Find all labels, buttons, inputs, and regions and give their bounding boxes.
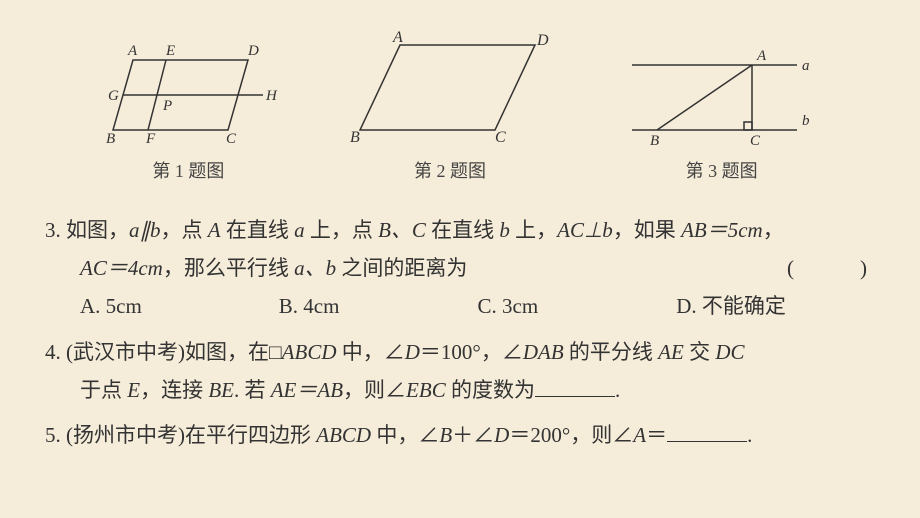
figures-row: A E D G P H B F C 第 1 题图 A D B C 第 2 题图 (45, 30, 875, 187)
q4-t11: 于点 (80, 378, 127, 402)
q4-t5: ＝100°，∠ (420, 340, 523, 364)
q4-period: . (615, 378, 620, 402)
q4-line2: 于点 E，连接 BE. 若 AE＝AB，则∠EBC 的度数为. (45, 372, 875, 410)
q5-t1: 5. (扬州市中考)在平行四边形 (45, 423, 316, 447)
q5-t2: ABCD (316, 423, 371, 447)
fig3-b: b (802, 113, 810, 129)
q3-t6: a (294, 218, 305, 242)
fig1-P: P (162, 98, 172, 114)
q3-line1: 3. 如图，a∥b，点 A 在直线 a 上，点 B、C 在直线 b 上，AC⊥b… (45, 212, 875, 250)
q3-t5: 在直线 (221, 218, 295, 242)
q4-t18: EBC (406, 378, 446, 402)
q3-t7: 上，点 (305, 218, 379, 242)
q3-t9: 在直线 (426, 218, 500, 242)
q4-t7: 的平分线 (564, 340, 659, 364)
figure-2-caption: 第 2 题图 (414, 155, 486, 187)
q4-t10: DC (715, 340, 744, 364)
fig2-D: D (536, 32, 549, 49)
q4-t6: DAB (523, 340, 564, 364)
fig1-C: C (226, 131, 237, 147)
q4-t19: 的度数为 (446, 378, 535, 402)
question-3: 3. 如图，a∥b，点 A 在直线 a 上，点 B、C 在直线 b 上，AC⊥b… (45, 212, 875, 325)
q3-t8: B、C (378, 218, 426, 242)
q5-t9: ＝ (646, 423, 667, 447)
figure-1-caption: 第 1 题图 (152, 155, 224, 187)
q5-t7: ＝200°，则∠ (509, 423, 633, 447)
fig1-H: H (265, 88, 278, 104)
q4-t4: D (405, 340, 420, 364)
q4-t16: AE＝AB (271, 378, 343, 402)
fig3-C: C (750, 133, 761, 149)
q3-t19: 之间的距离为 (336, 256, 467, 280)
q4-t1: 4. (武汉市中考)如图，在□ (45, 340, 282, 364)
fig3-a: a (802, 58, 810, 74)
figure-2-svg: A D B C (345, 30, 555, 150)
q3-t14: AB＝5cm (681, 218, 763, 242)
q4-t3: 中，∠ (337, 340, 405, 364)
figure-3-svg: A a B C b (622, 40, 822, 150)
figure-2: A D B C 第 2 题图 (345, 30, 555, 187)
fig2-B: B (350, 129, 360, 146)
q4-t13: ，连接 (140, 378, 208, 402)
q3-optD: D. 不能确定 (676, 288, 875, 326)
question-4: 4. (武汉市中考)如图，在□ABCD 中，∠D＝100°，∠DAB 的平分线 … (45, 334, 875, 410)
q3-t17: ，那么平行线 (163, 256, 294, 280)
fig1-D: D (247, 43, 259, 59)
question-5: 5. (扬州市中考)在平行四边形 ABCD 中，∠B＋∠D＝200°，则∠A＝. (45, 417, 875, 455)
fig1-A: A (127, 43, 138, 59)
q5-t4: B (439, 423, 452, 447)
figure-1: A E D G P H B F C 第 1 题图 (98, 40, 278, 187)
q4-t2: ABCD (282, 340, 337, 364)
q3-optA: A. 5cm (80, 288, 279, 326)
q5-period: . (747, 423, 752, 447)
q5-t8: A (633, 423, 646, 447)
q3-t12: AC⊥b (557, 218, 613, 242)
q4-t8: AE (658, 340, 684, 364)
fig1-G: G (108, 88, 119, 104)
fig1-F: F (145, 131, 156, 147)
q5-blank (667, 421, 747, 442)
figure-3-caption: 第 3 题图 (686, 155, 758, 187)
q4-blank (535, 376, 615, 397)
q3-line2: AC＝4cm，那么平行线 a、b 之间的距离为 ( ) (45, 250, 875, 288)
q3-optB: B. 4cm (279, 288, 478, 326)
q3-t3: ，点 (161, 218, 208, 242)
q3-optC: C. 3cm (478, 288, 677, 326)
q5-t5: ＋∠ (452, 423, 494, 447)
q5-t6: D (494, 423, 509, 447)
q3-t13: ，如果 (613, 218, 681, 242)
q3-paren: ( ) (787, 250, 875, 288)
q3-t11: 上， (510, 218, 557, 242)
q3-t18: a、b (294, 256, 336, 280)
fig3-A: A (756, 48, 767, 64)
fig1-E: E (165, 43, 175, 59)
q3-options: A. 5cm B. 4cm C. 3cm D. 不能确定 (45, 288, 875, 326)
figure-3: A a B C b 第 3 题图 (622, 40, 822, 187)
q4-line1: 4. (武汉市中考)如图，在□ABCD 中，∠D＝100°，∠DAB 的平分线 … (45, 334, 875, 372)
q3-t4: A (208, 218, 221, 242)
fig1-B: B (106, 131, 115, 147)
q5-line1: 5. (扬州市中考)在平行四边形 ABCD 中，∠B＋∠D＝200°，则∠A＝. (45, 417, 875, 455)
q4-t15: . 若 (234, 378, 271, 402)
q4-t9: 交 (684, 340, 716, 364)
q5-t3: 中，∠ (371, 423, 439, 447)
q3-t1: 3. 如图， (45, 218, 129, 242)
q4-t17: ，则∠ (343, 378, 406, 402)
fig2-C: C (495, 129, 506, 146)
q3-t16: AC＝4cm (80, 256, 163, 280)
q3-t10: b (499, 218, 510, 242)
q3-t15: ， (763, 218, 784, 242)
q4-t14: BE (208, 378, 234, 402)
q3-t2: a∥b (129, 218, 161, 242)
figure-1-svg: A E D G P H B F C (98, 40, 278, 150)
q4-t12: E (127, 378, 140, 402)
fig2-A: A (392, 30, 403, 46)
fig3-B: B (650, 133, 659, 149)
